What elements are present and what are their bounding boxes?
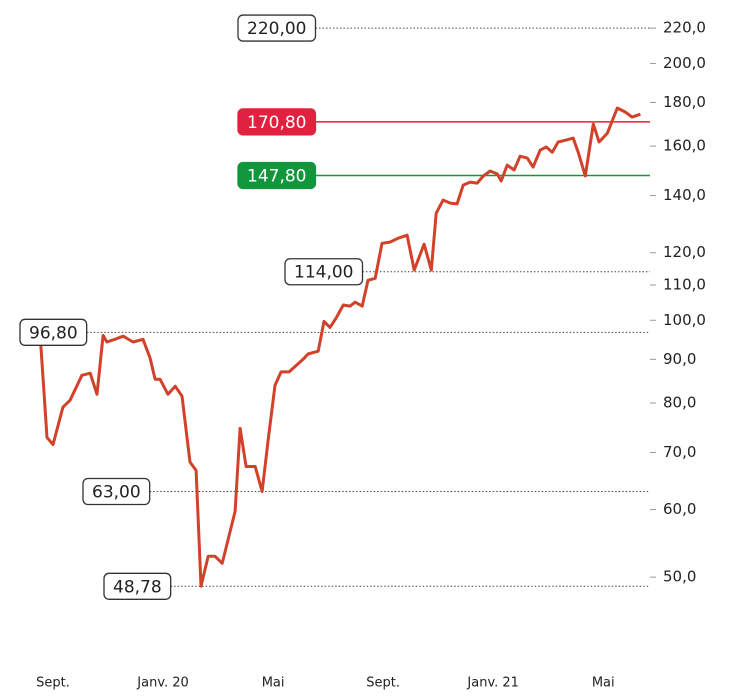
x-tick-label: Janv. 20	[136, 676, 189, 691]
annotation-label: 170,80	[247, 113, 306, 133]
y-tick-label: 200,0	[663, 54, 706, 72]
annotation-box	[19, 318, 88, 346]
x-tick-label: Sept.	[36, 676, 70, 691]
x-tick-label: Mai	[592, 676, 615, 691]
annotation-box	[237, 108, 317, 136]
price-line	[38, 106, 641, 588]
y-tick-label: 100,0	[663, 311, 706, 329]
y-tick-label: 60,0	[663, 500, 696, 518]
y-tick-label: 120,0	[663, 243, 706, 261]
y-tick-label: 140,0	[663, 186, 706, 204]
x-tick-label: Sept.	[366, 676, 400, 691]
y-tick-label: 50,0	[663, 568, 696, 586]
annotation-label: 96,80	[29, 323, 78, 343]
annotation-label: 63,00	[92, 482, 141, 502]
annotation-box	[103, 572, 172, 600]
x-tick-label: Janv. 21	[466, 676, 519, 691]
y-tick-label: 180,0	[663, 93, 706, 111]
annotation-label: 147,80	[247, 166, 306, 186]
annotation-box	[284, 258, 364, 286]
annotation-box	[237, 14, 317, 42]
y-tick-label: 70,0	[663, 443, 696, 461]
annotation-label: 114,00	[294, 263, 353, 283]
annotation-label: 220,00	[247, 19, 306, 39]
y-tick-label: 80,0	[663, 393, 696, 411]
annotation-box	[237, 161, 317, 190]
x-tick-label: Mai	[262, 676, 285, 691]
y-tick-label: 90,0	[663, 350, 696, 368]
y-tick-label: 110,0	[663, 275, 706, 293]
y-tick-label: 160,0	[663, 137, 706, 155]
annotation-label: 48,78	[113, 577, 162, 597]
annotation-box	[82, 477, 151, 506]
y-tick-label: 220,0	[663, 19, 706, 37]
